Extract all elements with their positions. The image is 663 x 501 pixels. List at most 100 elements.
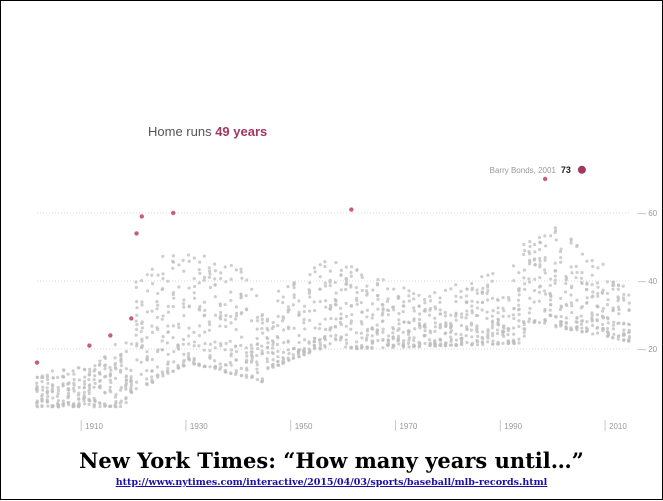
player-dot: [312, 266, 317, 270]
player-dot: [182, 314, 186, 318]
player-dot: [344, 333, 348, 337]
player-dot: [139, 279, 144, 283]
player-dot: [464, 316, 468, 320]
player-dot: [145, 335, 149, 340]
player-dot: [564, 274, 568, 278]
player-dot: [350, 313, 354, 317]
player-dot: [417, 304, 421, 308]
player-dot: [375, 293, 380, 298]
y-tick-label-20: — 20: [638, 345, 658, 354]
player-dot: [160, 348, 164, 352]
player-dot: [207, 266, 211, 270]
player-dot: [574, 276, 578, 280]
player-dot: [622, 298, 626, 302]
player-dot: [266, 366, 270, 371]
player-dot: [617, 312, 621, 316]
player-dot: [434, 307, 438, 311]
player-dot: [527, 262, 532, 266]
player-dot: [177, 285, 181, 289]
player-dot: [203, 330, 207, 334]
player-dot: [197, 281, 201, 285]
player-dot: [139, 330, 143, 334]
player-dot: [50, 390, 54, 394]
player-dot: [569, 284, 574, 288]
player-dot: [145, 354, 150, 359]
player-dot: [611, 306, 615, 310]
player-dot: [192, 256, 196, 260]
player-dot: [465, 300, 469, 304]
player-dot: [92, 369, 96, 373]
player-dot: [470, 309, 474, 313]
player-dot: [256, 319, 260, 323]
player-dot: [35, 389, 39, 394]
player-dot: [506, 332, 510, 337]
player-dot: [249, 343, 253, 347]
player-dot: [224, 313, 228, 318]
player-dot: [155, 373, 159, 377]
player-dot: [501, 314, 505, 318]
player-dot: [522, 334, 526, 338]
player-dot: [585, 301, 589, 305]
player-dot: [381, 338, 385, 342]
player-dot: [359, 331, 363, 335]
player-dot: [543, 307, 547, 312]
player-dot: [606, 317, 610, 321]
player-dot: [339, 322, 343, 327]
player-dot: [443, 343, 448, 348]
player-dot: [297, 340, 301, 345]
player-dot: [470, 343, 474, 347]
player-dot: [82, 399, 86, 403]
x-tick-label-2010: 2010: [609, 422, 627, 431]
player-dot: [605, 326, 610, 331]
source-link[interactable]: http://www.nytimes.com/interactive/2015/…: [115, 477, 548, 488]
player-dot: [444, 341, 448, 345]
player-dot: [56, 392, 60, 396]
player-dot: [454, 338, 459, 342]
player-dot: [223, 348, 227, 352]
player-dot: [375, 323, 379, 327]
player-dot: [392, 344, 396, 348]
player-dot: [192, 276, 196, 281]
player-dot: [538, 256, 542, 261]
player-dot: [549, 293, 553, 298]
player-dot: [612, 320, 616, 324]
player-dot: [61, 403, 65, 407]
player-dot: [71, 386, 76, 391]
player-dot: [56, 398, 61, 403]
player-dot: [590, 311, 594, 315]
player-dot: [532, 288, 537, 293]
bonds-annotation: Barry Bonds, 2001 73: [490, 165, 586, 175]
player-dot: [192, 291, 196, 295]
player-dot: [349, 274, 353, 278]
player-dot: [276, 355, 280, 359]
player-dot: [606, 331, 611, 336]
player-dot: [181, 362, 185, 367]
player-dot: [140, 337, 144, 341]
player-dot: [601, 315, 605, 319]
player-dot: [365, 308, 369, 312]
player-dot: [186, 354, 190, 358]
player-dot: [549, 234, 553, 238]
player-dot: [276, 359, 280, 364]
player-dot: [281, 319, 285, 323]
player-dot: [507, 327, 511, 331]
player-dot: [443, 314, 447, 318]
player-dot: [543, 258, 547, 262]
player-dot: [250, 287, 254, 291]
player-dot: [517, 271, 521, 275]
player-dot: [543, 244, 548, 248]
player-dot: [386, 287, 390, 291]
player-dot: [270, 350, 275, 355]
player-dot: [553, 278, 557, 282]
player-dot: [460, 341, 464, 345]
player-dot: [333, 280, 337, 285]
player-dot: [522, 252, 526, 257]
player-dot: [265, 319, 269, 323]
player-dot: [590, 313, 594, 317]
player-dot: [344, 314, 349, 318]
player-dot: [559, 305, 563, 309]
player-dot: [506, 340, 511, 344]
player-dot: [601, 306, 605, 311]
player-dot: [428, 299, 433, 303]
player-dot: [360, 288, 364, 293]
